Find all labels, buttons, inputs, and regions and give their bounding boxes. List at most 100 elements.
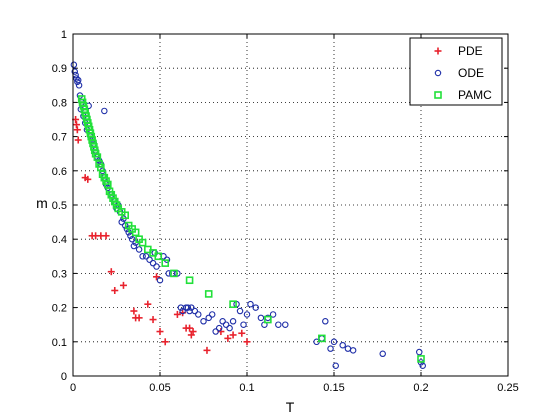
data-point-ode bbox=[146, 256, 153, 263]
data-point-pamc bbox=[131, 228, 140, 237]
data-point-ode bbox=[118, 218, 125, 226]
data-point-pde bbox=[135, 314, 143, 322]
data-point-pamc bbox=[204, 290, 213, 298]
data-point-pde bbox=[84, 175, 92, 183]
x-tick-label: 0.25 bbox=[497, 382, 518, 394]
legend-symbol-ode bbox=[434, 69, 442, 77]
data-point-ode bbox=[200, 318, 207, 325]
y-tick-label: 0.1 bbox=[52, 337, 67, 349]
y-tick-label: 1 bbox=[61, 29, 67, 41]
data-points bbox=[70, 61, 426, 369]
legend-entry-pde: PDE bbox=[434, 44, 483, 58]
data-point-ode bbox=[257, 314, 265, 322]
legend-box bbox=[409, 37, 503, 106]
data-point-pde bbox=[156, 328, 164, 336]
data-point-pamc bbox=[154, 252, 163, 261]
data-point-pde bbox=[107, 268, 115, 276]
data-point-ode bbox=[243, 311, 251, 318]
data-point-pde bbox=[144, 300, 152, 308]
data-point-ode bbox=[252, 304, 259, 311]
data-point-pamc bbox=[264, 315, 272, 324]
y-tick-label: 0.2 bbox=[52, 303, 67, 315]
data-point-ode bbox=[212, 328, 219, 335]
data-point-pamc bbox=[97, 163, 105, 172]
data-point-ode bbox=[215, 324, 223, 332]
data-point-pamc bbox=[417, 355, 425, 363]
data-point-pamc bbox=[185, 276, 194, 285]
data-point-ode bbox=[73, 75, 80, 82]
data-point-pde bbox=[186, 324, 194, 332]
data-point-ode bbox=[188, 304, 195, 311]
data-point-pde bbox=[243, 338, 251, 346]
data-point-ode bbox=[149, 259, 157, 267]
x-tick-label: 0.05 bbox=[149, 382, 170, 394]
data-point-ode bbox=[184, 304, 192, 311]
series-pamc bbox=[77, 95, 425, 363]
data-point-ode bbox=[269, 311, 277, 318]
data-point-pamc bbox=[104, 180, 112, 189]
data-point-pde bbox=[238, 329, 246, 337]
data-point-ode bbox=[195, 311, 202, 318]
data-point-pde bbox=[224, 334, 232, 342]
data-point-ode bbox=[71, 68, 78, 75]
data-point-ode bbox=[219, 318, 226, 325]
legend-label-pamc: PAMC bbox=[458, 88, 492, 102]
data-point-ode bbox=[128, 235, 136, 243]
data-point-ode bbox=[205, 314, 212, 322]
legend-label-ode: ODE bbox=[458, 66, 484, 80]
data-point-pde bbox=[73, 126, 81, 134]
data-point-pde bbox=[203, 346, 211, 354]
data-point-ode bbox=[101, 107, 108, 115]
data-point-ode bbox=[226, 324, 233, 332]
data-point-pde bbox=[74, 136, 82, 144]
legend-entry-ode: ODE bbox=[434, 66, 484, 80]
data-point-pde bbox=[130, 307, 138, 315]
data-point-ode bbox=[416, 348, 423, 356]
data-point-ode bbox=[229, 318, 237, 325]
data-point-ode bbox=[208, 311, 216, 318]
data-point-pde bbox=[72, 121, 80, 129]
data-point-pamc bbox=[93, 153, 102, 161]
data-point-pamc bbox=[121, 211, 129, 220]
data-point-ode bbox=[330, 338, 338, 346]
data-point-ode bbox=[240, 321, 247, 328]
y-tick-label: 0.3 bbox=[52, 268, 67, 280]
data-point-pamc bbox=[170, 269, 178, 278]
legend-entry-pamc: PAMC bbox=[434, 88, 492, 102]
x-axis-label: T bbox=[286, 399, 295, 415]
data-point-pde bbox=[153, 273, 161, 281]
data-point-ode bbox=[332, 362, 339, 369]
data-point-ode bbox=[75, 82, 83, 89]
data-point-ode bbox=[419, 362, 426, 369]
data-point-pde bbox=[119, 281, 127, 289]
data-point-ode bbox=[282, 321, 289, 328]
plot-frame bbox=[72, 33, 509, 377]
data-point-ode bbox=[153, 263, 160, 270]
data-point-pde bbox=[102, 232, 110, 240]
data-point-pde bbox=[149, 316, 157, 324]
y-tick-label: 0.4 bbox=[52, 234, 67, 246]
data-point-pde bbox=[161, 338, 169, 346]
legend-marker-pamc bbox=[434, 91, 442, 99]
data-point-ode bbox=[70, 61, 78, 69]
legend-marker-ode bbox=[434, 69, 442, 77]
legend: PDE ODE PAMC bbox=[409, 37, 503, 106]
y-tick-label: 0.9 bbox=[52, 63, 67, 75]
data-point-pamc bbox=[229, 300, 237, 308]
data-point-ode bbox=[156, 276, 164, 284]
y-tick-label: 0.5 bbox=[52, 200, 67, 212]
data-point-ode bbox=[222, 321, 230, 328]
y-tick-label: 0.7 bbox=[52, 132, 67, 144]
data-point-ode bbox=[379, 350, 386, 358]
data-point-ode bbox=[130, 242, 138, 250]
data-point-pde bbox=[111, 287, 119, 294]
axis-ticks: 0 0.05 0.1 0.15 0.2 0.25 0 0.1 0.2 0.3 0.4 0.5 0.6 0.… bbox=[52, 29, 519, 394]
y-tick-label: 0.8 bbox=[52, 97, 67, 109]
data-point-ode bbox=[322, 318, 329, 325]
data-point-ode bbox=[191, 307, 199, 315]
y-tick-label: 0.6 bbox=[52, 166, 67, 178]
data-point-pamc bbox=[318, 334, 326, 343]
data-point-pamc bbox=[161, 259, 170, 267]
x-tick-label: 0.1 bbox=[239, 382, 254, 394]
